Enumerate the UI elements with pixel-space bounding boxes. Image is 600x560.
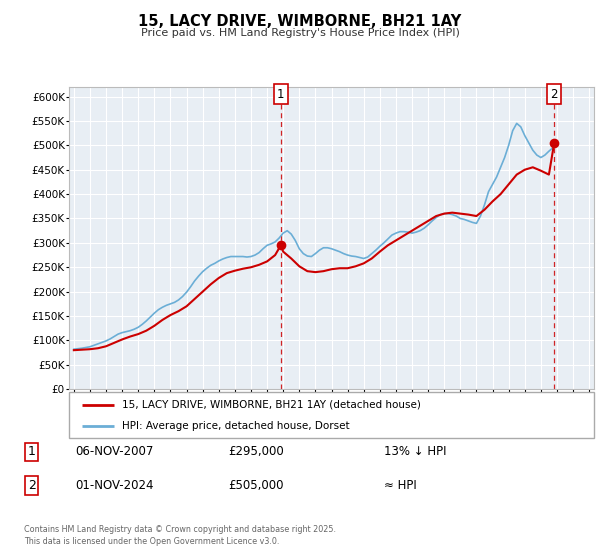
Text: 2: 2: [28, 479, 36, 492]
Text: HPI: Average price, detached house, Dorset: HPI: Average price, detached house, Dors…: [121, 422, 349, 431]
Text: ≈ HPI: ≈ HPI: [384, 479, 417, 492]
FancyBboxPatch shape: [69, 392, 594, 438]
Text: 15, LACY DRIVE, WIMBORNE, BH21 1AY (detached house): 15, LACY DRIVE, WIMBORNE, BH21 1AY (deta…: [121, 400, 421, 410]
Text: Price paid vs. HM Land Registry's House Price Index (HPI): Price paid vs. HM Land Registry's House …: [140, 28, 460, 38]
Text: 06-NOV-2007: 06-NOV-2007: [75, 445, 154, 459]
Text: 2: 2: [550, 88, 558, 101]
Text: 13% ↓ HPI: 13% ↓ HPI: [384, 445, 446, 459]
Text: £295,000: £295,000: [228, 445, 284, 459]
Text: £505,000: £505,000: [228, 479, 284, 492]
Text: 1: 1: [277, 88, 284, 101]
Text: 1: 1: [28, 445, 36, 459]
Text: 15, LACY DRIVE, WIMBORNE, BH21 1AY: 15, LACY DRIVE, WIMBORNE, BH21 1AY: [139, 14, 461, 29]
Text: 01-NOV-2024: 01-NOV-2024: [75, 479, 154, 492]
Text: Contains HM Land Registry data © Crown copyright and database right 2025.
This d: Contains HM Land Registry data © Crown c…: [24, 525, 336, 546]
